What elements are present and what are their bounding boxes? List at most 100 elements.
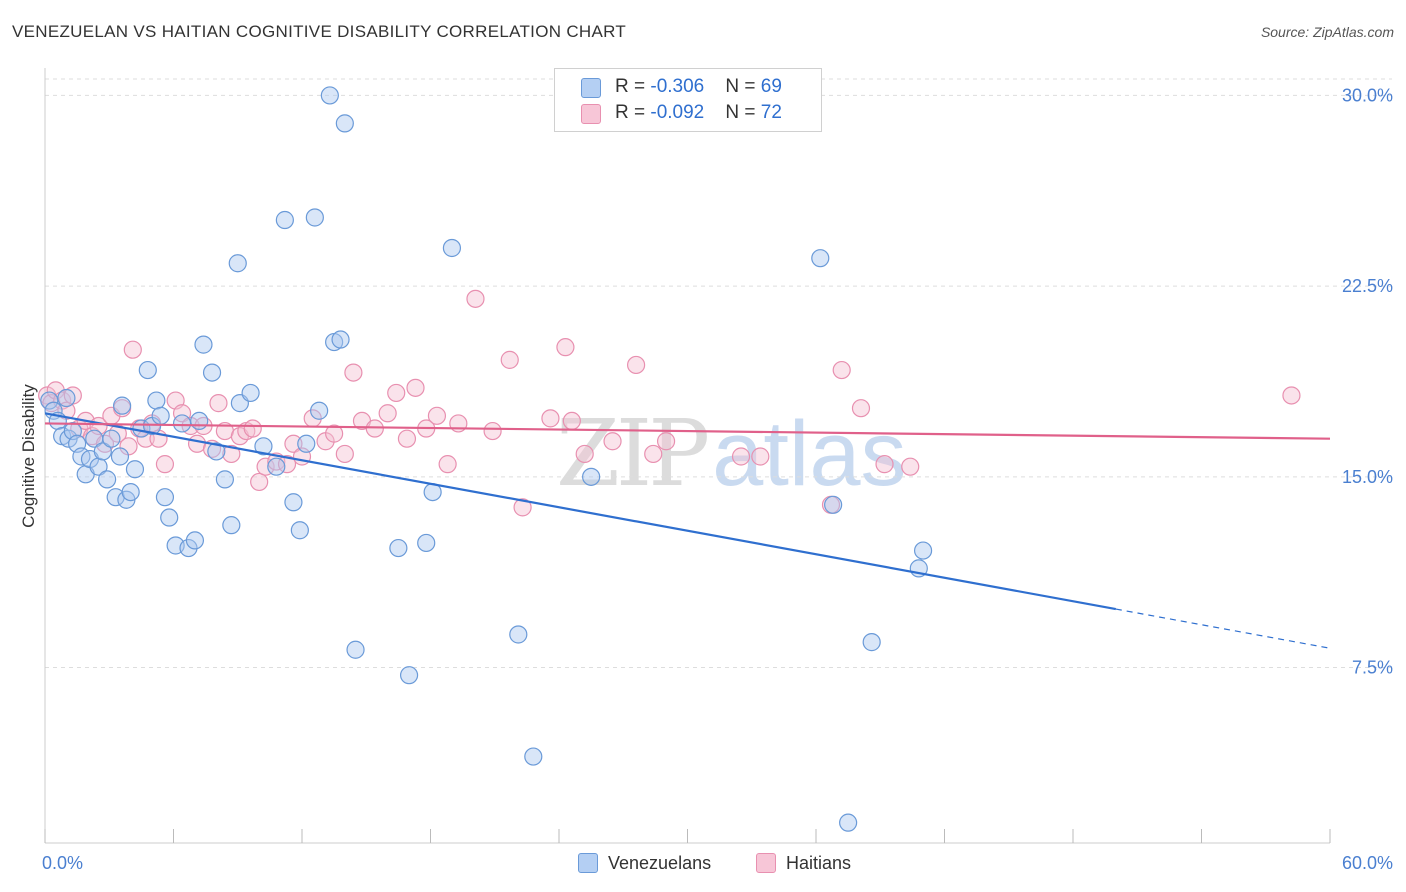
haitians-point	[603, 432, 622, 451]
n-value: 69	[760, 76, 782, 97]
venezuelans-point	[57, 388, 76, 408]
venezuelans-trend-line	[44, 412, 1117, 611]
venezuelans-point	[228, 254, 247, 273]
r-value: -0.092	[650, 102, 705, 123]
haitians-point	[466, 289, 485, 308]
venezuelans-point	[147, 391, 166, 410]
venezuelans-point	[125, 460, 145, 479]
tick-labels: 7.5% 15.0% 22.5% 30.0% 0.0% 60.0% Cognitive Di…	[19, 85, 1393, 873]
haitians-point	[513, 498, 532, 517]
venezuelans-point	[112, 396, 132, 415]
haitians-point	[644, 444, 663, 464]
venezuelans-point	[202, 363, 222, 382]
haitians-point	[626, 355, 646, 375]
haitians-point	[256, 457, 275, 476]
venezuelans-point	[102, 429, 121, 448]
haitians-point	[556, 338, 575, 357]
haitians-point	[378, 404, 397, 423]
venezuelans-point	[110, 447, 130, 466]
haitians-point	[397, 429, 417, 448]
venezuelans-point	[194, 335, 213, 354]
haitians-point	[155, 455, 175, 474]
haitians-point	[222, 444, 241, 464]
r-value: -0.306	[650, 76, 705, 97]
venezuelans-point	[93, 442, 112, 461]
haitians-point	[901, 457, 920, 476]
venezuelans-point	[442, 238, 462, 258]
x-tick-label: 0.0%	[42, 853, 83, 873]
haitians-point	[751, 447, 770, 466]
venezuelans-point	[254, 437, 273, 456]
venezuelans-point	[417, 533, 436, 553]
venezuelans-point	[222, 516, 241, 535]
venezuelans-point	[297, 434, 316, 453]
n-label: N =	[725, 76, 761, 97]
venezuelans-point	[190, 411, 209, 431]
haitians-point	[277, 455, 297, 474]
y-tick-label: 30.0%	[1342, 85, 1393, 105]
haitians-point	[344, 363, 363, 382]
haitians-point	[438, 455, 457, 474]
venezuelans-trend-extension	[1115, 608, 1331, 649]
haitians-point	[541, 409, 560, 428]
haitians-point	[325, 424, 344, 443]
venezuelans-point	[160, 508, 179, 527]
venezuelans-point	[509, 625, 528, 644]
venezuelans-point	[179, 538, 198, 558]
haitians-point	[387, 383, 406, 403]
haitians-point	[562, 411, 581, 431]
r-label: R =	[615, 102, 651, 123]
venezuelans-point	[335, 114, 354, 133]
venezuelans-point	[121, 482, 140, 502]
venezuelans-point	[98, 470, 117, 489]
haitians-point	[250, 472, 269, 492]
axes	[44, 68, 1331, 844]
venezuelans-point	[582, 467, 601, 486]
bottom-legend-label: Haitians	[786, 853, 852, 873]
haitians-point	[731, 447, 751, 466]
venezuelans-point	[207, 442, 226, 461]
chart-title: VENEZUELAN VS HAITIAN COGNITIVE DISABILI…	[12, 22, 627, 41]
venezuelans-points	[40, 86, 933, 832]
correlation-legend: R = -0.306 N = 69 R = -0.092 N = 72	[554, 68, 822, 132]
trend-lines	[44, 412, 1331, 649]
venezuelans-point	[839, 813, 858, 832]
y-tick-label: 7.5%	[1352, 658, 1393, 678]
source-label: Source: ZipAtlas.com	[1260, 24, 1394, 40]
r-label: R =	[615, 76, 651, 97]
haitians-point	[172, 404, 192, 423]
haitians-point	[209, 394, 228, 413]
haitians-point	[243, 419, 262, 438]
legend-text: R = -0.092 N = 72	[615, 102, 782, 124]
venezuelans-point	[155, 488, 175, 507]
venezuelans-point	[524, 747, 543, 766]
venezuelans-point	[824, 495, 843, 514]
venezuelans-point	[862, 633, 881, 652]
legend-text: R = -0.306 N = 69	[615, 76, 782, 98]
venezuelans-point	[267, 457, 286, 476]
haitians-point	[500, 350, 519, 369]
haitians-point	[335, 444, 354, 464]
venezuelans-point	[241, 383, 260, 403]
haitians-point	[875, 455, 894, 474]
venezuelans-point	[138, 360, 157, 380]
venezuelans-point	[310, 401, 329, 420]
venezuelans-point	[811, 249, 830, 268]
venezuelans-point	[284, 493, 303, 512]
haitians-point	[123, 340, 142, 359]
venezuelans-point	[320, 86, 339, 105]
venezuelans-point	[913, 541, 933, 560]
venezuelans-point	[290, 521, 309, 540]
bottom-legend-swatch-pink	[756, 853, 776, 873]
venezuelans-point	[215, 470, 234, 489]
venezuelans-point	[399, 666, 419, 685]
y-axis-title: Cognitive Disability	[19, 384, 38, 528]
bottom-legend-label: Venezuelans	[608, 853, 712, 873]
venezuelans-point	[346, 640, 365, 659]
haitians-point	[832, 360, 851, 380]
haitians-point	[427, 406, 447, 425]
venezuelans-point	[305, 208, 324, 227]
haitians-point	[656, 432, 676, 451]
venezuelans-point	[151, 406, 170, 425]
